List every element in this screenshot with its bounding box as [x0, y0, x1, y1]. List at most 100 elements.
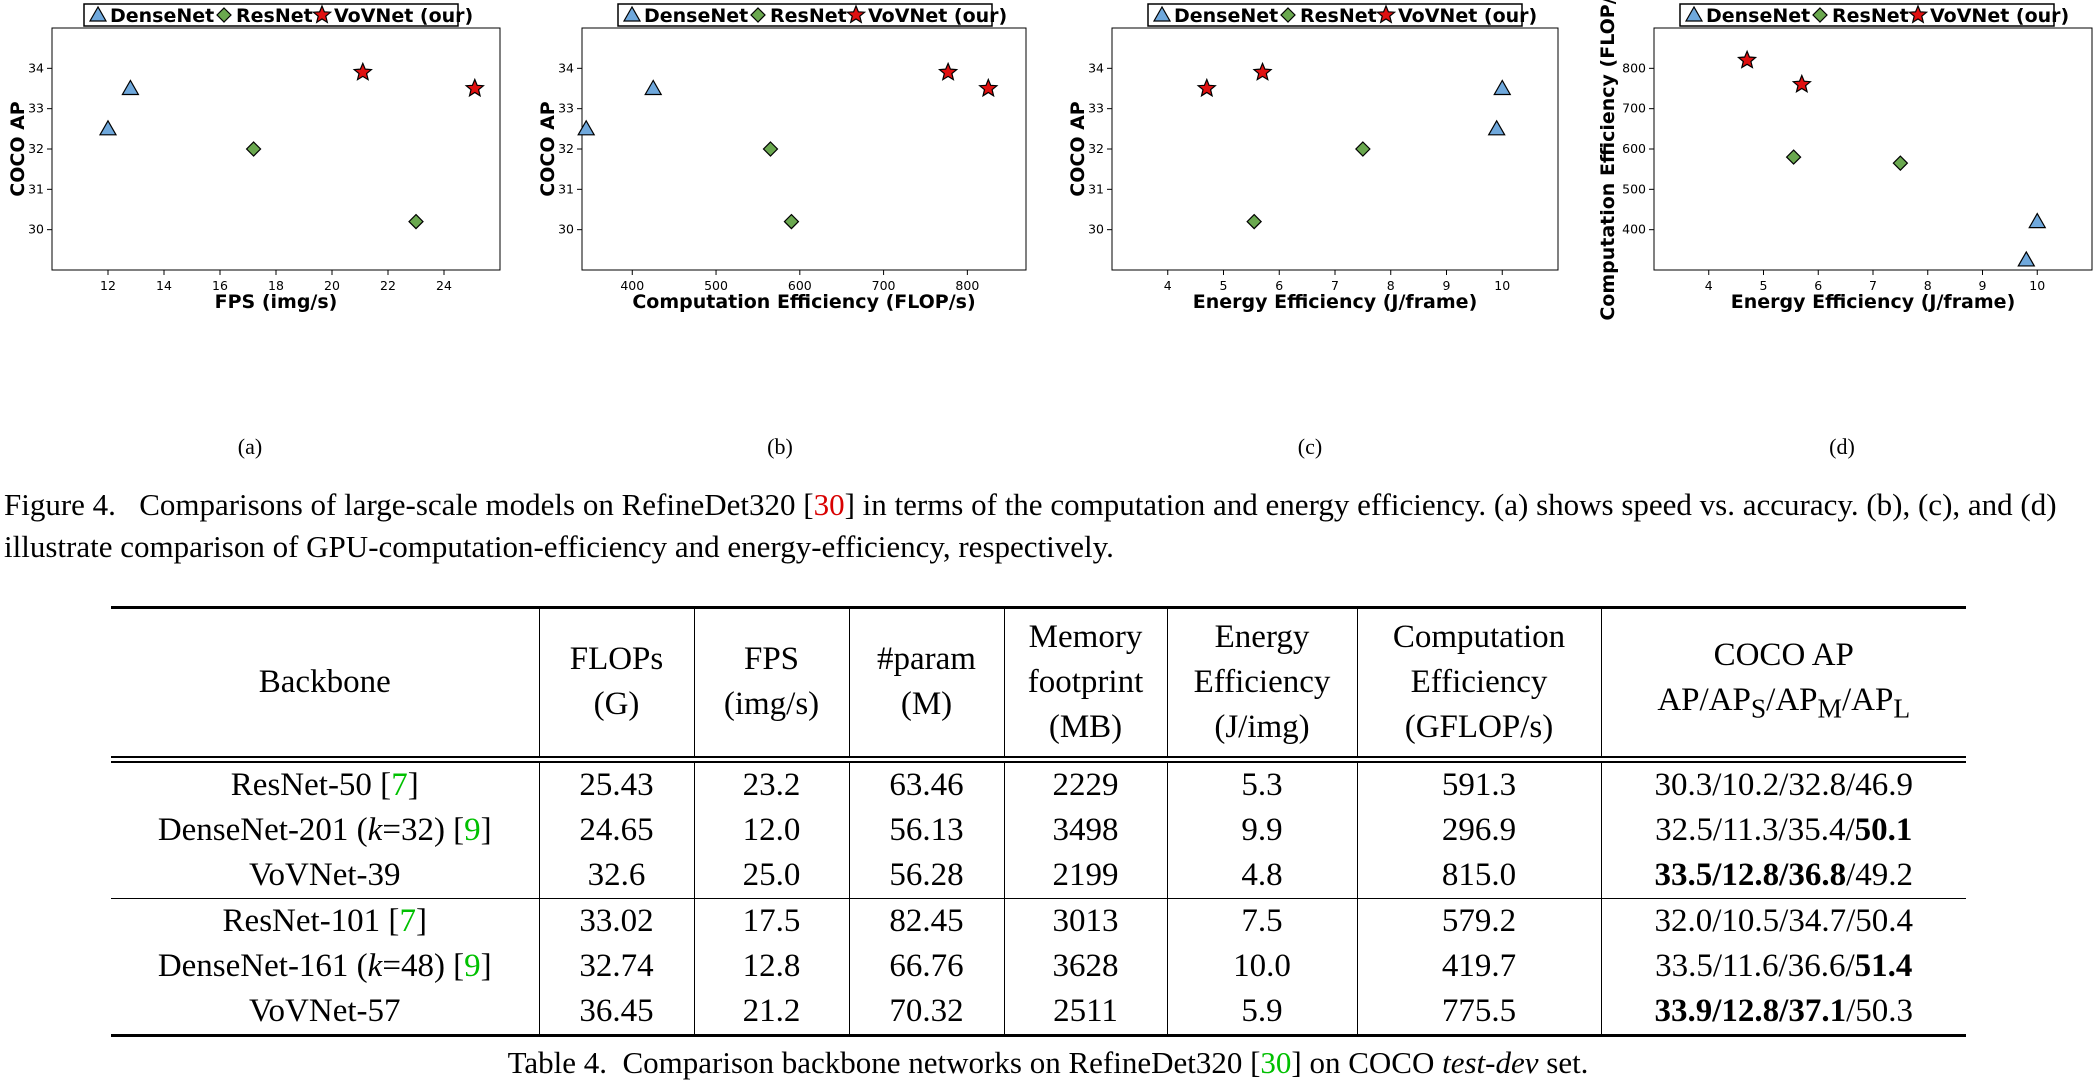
- k-symbol: k: [367, 812, 383, 848]
- x-axis-label: Energy Efficiency (J/frame): [1193, 291, 1478, 313]
- series-densenet: [2017, 212, 2047, 267]
- ap-m: 36.6: [1787, 948, 1846, 984]
- ap-l: 50.1: [1854, 812, 1913, 848]
- cell-fps: 25.0: [694, 853, 850, 899]
- figure-caption-text2: ] in terms of the computation and energy…: [4, 487, 2057, 564]
- header-memory-l2: footprint: [1027, 663, 1144, 700]
- citation-link[interactable]: 9: [464, 812, 481, 848]
- y-tick-label: 34: [28, 60, 44, 75]
- densenet-point: [1493, 79, 1512, 96]
- legend: DenseNet ResNet VoVNet (our): [83, 3, 473, 27]
- legend-densenet-label: DenseNet: [644, 5, 748, 27]
- cell-memory: 2199: [1004, 853, 1168, 899]
- x-tick-label: 600: [788, 278, 812, 293]
- ap-s: 11.6: [1722, 948, 1779, 984]
- citation-link[interactable]: 7: [391, 767, 408, 803]
- cell-energy: 4.8: [1167, 853, 1358, 899]
- x-tick-label: 10: [1494, 278, 1510, 293]
- y-tick-label: 31: [558, 181, 574, 196]
- header-coco-l1: COCO AP: [1713, 637, 1854, 674]
- header-comp-l2: Efficiency: [1410, 663, 1548, 700]
- cell-fps: 12.8: [694, 944, 850, 989]
- header-fps: FPS (img/s): [694, 608, 850, 757]
- table-row: VoVNet-57 36.45 21.2 70.32 2511 5.9 775.…: [111, 989, 1966, 1037]
- cell-backbone: VoVNet-57: [111, 989, 540, 1037]
- series-resnet: [762, 141, 800, 230]
- plot-frame: [1111, 27, 1559, 271]
- x-tick-label: 4: [1164, 278, 1172, 293]
- chart-d: 4 5 6 7 8 9 10 400 500 600 700 800 Energy Efficiency…: [1592, 0, 2093, 459]
- cell-backbone: ResNet-101 [7]: [111, 898, 540, 944]
- y-tick-label: 33: [28, 101, 44, 116]
- legend-resnet-marker: [750, 7, 766, 23]
- legend-box: [617, 3, 993, 27]
- series-vovnet: [1196, 61, 1273, 98]
- cell-flops: 25.43: [539, 763, 695, 808]
- y-tick-label: 30: [28, 222, 44, 237]
- legend: DenseNet ResNet VoVNet (our): [1147, 3, 1537, 27]
- cell-coco-ap: 32.0/10.5/34.7/50.4: [1601, 898, 1966, 944]
- vovnet-point: [1791, 73, 1812, 93]
- x-tick-label: 6: [1814, 278, 1822, 293]
- cell-computation: 579.2: [1357, 898, 1602, 944]
- y-tick-label: 34: [558, 60, 574, 75]
- y-tick-label: 32: [558, 141, 574, 156]
- backbone-tail: ]: [415, 903, 427, 939]
- citation-link[interactable]: 7: [399, 903, 416, 939]
- cell-backbone: VoVNet-39: [111, 853, 540, 899]
- header-backbone: Backbone: [111, 608, 540, 757]
- ap-m: 37.1: [1788, 993, 1847, 1029]
- ap: 33.5: [1654, 857, 1713, 893]
- legend-vovnet-marker: [1375, 4, 1397, 24]
- cell-coco-ap: 33.5/11.6/36.6/51.4: [1655, 948, 1913, 984]
- ap-l: 51.4: [1854, 948, 1913, 984]
- ap-l: 49.2: [1855, 857, 1913, 893]
- chart-c: 4 5 6 7 8 9 10 30 31 32 33 34 Energy Efficiency (J/f…: [1060, 0, 1560, 459]
- legend-box: [83, 3, 459, 27]
- densenet-point: [577, 119, 596, 136]
- header-fps-l1: FPS: [743, 641, 800, 677]
- figure-caption-prefix: Figure 4.: [4, 487, 116, 522]
- resnet-point: [1785, 149, 1802, 165]
- series-resnet: [1785, 149, 1909, 171]
- x-tick-label: 800: [955, 278, 979, 293]
- legend-densenet-label: DenseNet: [1706, 5, 1810, 27]
- series-vovnet: [352, 61, 485, 98]
- table-header-row: Backbone FLOPs (G) FPS (img/s) #param (M) M…: [111, 608, 1966, 757]
- table-caption-text1: Comparison backbone networks on RefineDe…: [622, 1045, 1261, 1080]
- table-double-rule: [111, 756, 1966, 763]
- vovnet-point: [352, 61, 373, 81]
- chart-d-sublabel: (d): [1829, 434, 1855, 459]
- resnet-point: [1355, 141, 1371, 157]
- legend-box: [1679, 3, 2055, 27]
- cell-memory: 3628: [1004, 944, 1168, 989]
- figure-caption-ref[interactable]: 30: [813, 487, 845, 522]
- header-energy-l3: (J/img): [1214, 708, 1310, 745]
- y-tick-label: 31: [28, 181, 44, 196]
- densenet-point: [2017, 250, 2036, 267]
- table-row: DenseNet-161 (k=48) [9] 32.74 12.8 66.76…: [111, 944, 1966, 989]
- x-tick-label: 22: [380, 278, 396, 293]
- x-tick-label: 5: [1220, 278, 1228, 293]
- y-tick-label: 31: [1088, 181, 1104, 196]
- vovnet-point: [1252, 61, 1273, 81]
- y-tick-label: 30: [558, 222, 574, 237]
- table-caption-text2: ] on COCO: [1291, 1045, 1443, 1080]
- series-densenet: [577, 79, 663, 136]
- y-tick-label: 33: [558, 101, 574, 116]
- cell-coco-ap: 32.5/11.3/35.4/50.1: [1655, 812, 1913, 848]
- x-tick-label: 400: [620, 278, 644, 293]
- cell-coco-ap: 33.5/12.8/36.8/49.2: [1654, 857, 1913, 893]
- densenet-point: [1487, 119, 1506, 136]
- citation-link[interactable]: 9: [464, 948, 481, 984]
- table-caption-ref[interactable]: 30: [1260, 1045, 1292, 1080]
- legend-vovnet-marker: [1907, 4, 1929, 24]
- cell-fps: 12.0: [694, 808, 850, 853]
- cell-memory: 3013: [1004, 898, 1168, 944]
- y-tick-label: 33: [1088, 101, 1104, 116]
- header-coco-ap: AP/AP: [1657, 682, 1751, 719]
- cell-memory: 2511: [1004, 989, 1168, 1037]
- x-tick-label: 8: [1387, 278, 1395, 293]
- ap: 32.0: [1654, 903, 1713, 939]
- legend-densenet-marker: [88, 5, 108, 22]
